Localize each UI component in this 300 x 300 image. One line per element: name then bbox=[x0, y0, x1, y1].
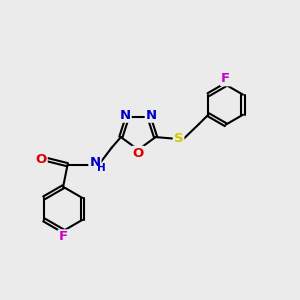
Text: N: N bbox=[120, 109, 131, 122]
Text: N: N bbox=[89, 156, 100, 169]
Text: N: N bbox=[146, 109, 157, 122]
Text: F: F bbox=[221, 72, 230, 85]
Text: F: F bbox=[58, 230, 68, 243]
Text: O: O bbox=[35, 153, 47, 166]
Text: O: O bbox=[133, 147, 144, 160]
Text: H: H bbox=[97, 163, 106, 173]
Text: S: S bbox=[174, 132, 183, 145]
